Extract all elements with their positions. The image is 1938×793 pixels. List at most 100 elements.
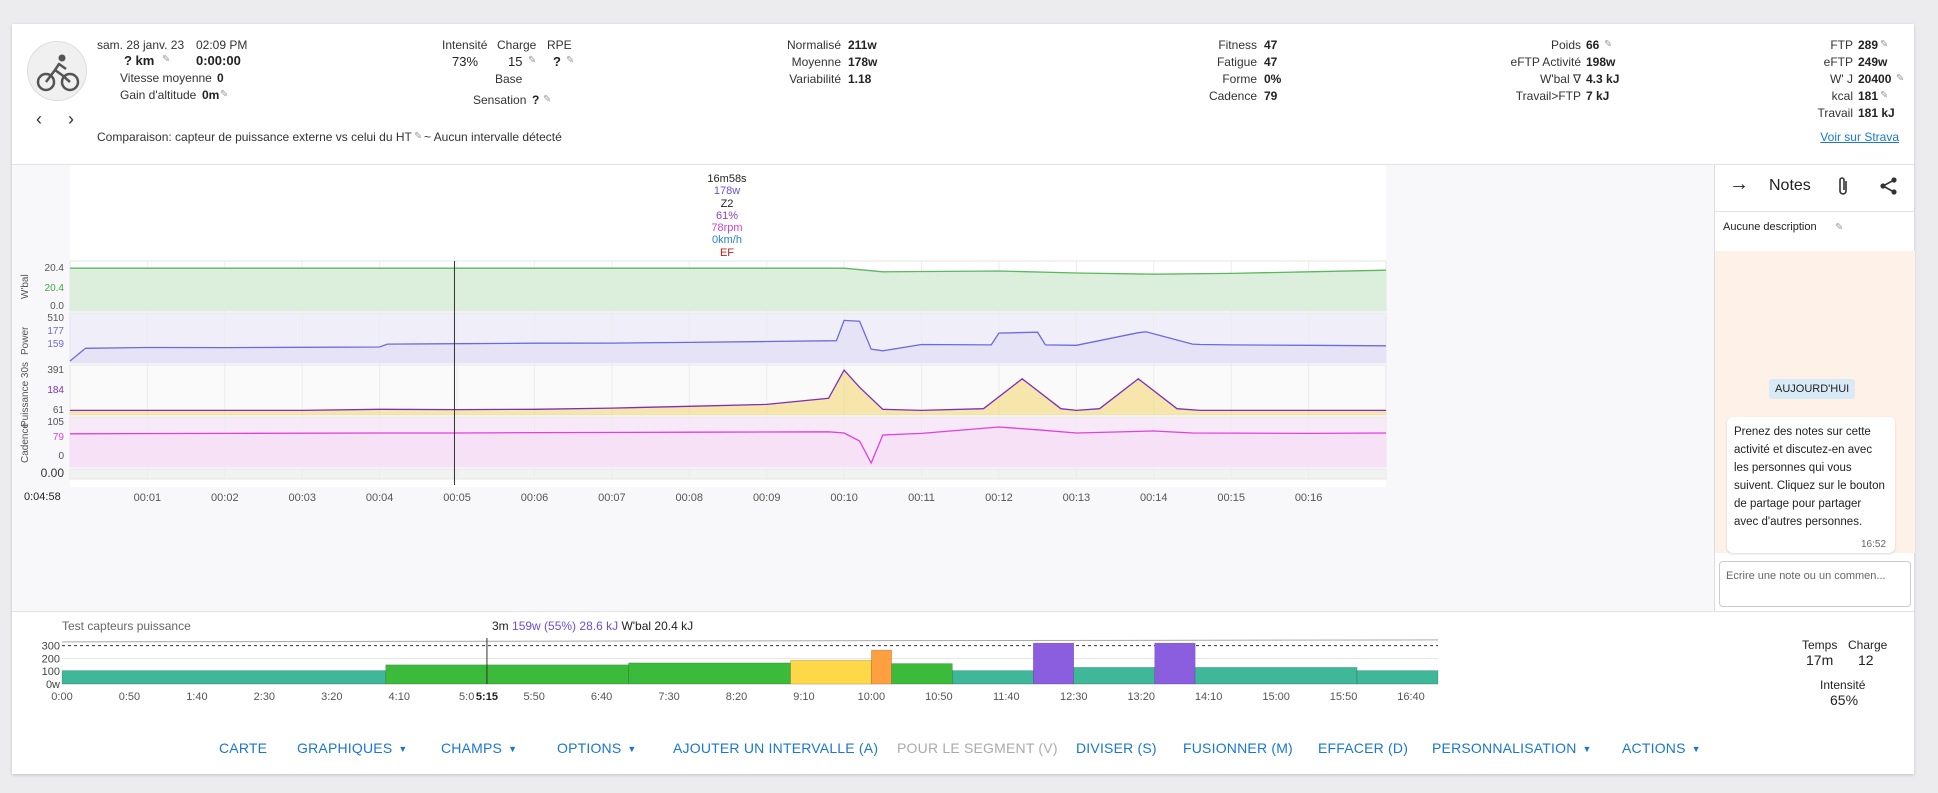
map-button[interactable]: CARTE xyxy=(219,740,268,756)
x-tick-label: 15:00 xyxy=(1262,691,1290,703)
note-input-placeholder: Ecrire une note ou un commen... xyxy=(1726,570,1886,582)
split-button[interactable]: DIVISER (S) xyxy=(1076,740,1157,756)
share-icon[interactable] xyxy=(1879,176,1899,196)
note-input[interactable]: Ecrire une note ou un commen... xyxy=(1719,561,1911,607)
y-tick-label: 105 xyxy=(47,417,64,428)
fields-button[interactable]: CHAMPS ▼ xyxy=(441,740,518,756)
stream-charts[interactable]: 20.4 20.4 0.0 510 177 159 391 184 61 105 79 0 0.00 0… xyxy=(12,165,1714,611)
notes-title: Notes xyxy=(1769,177,1811,194)
wbal-trace xyxy=(61,639,1439,643)
interval-bar[interactable] xyxy=(790,660,872,685)
tooltip-pct: 61% xyxy=(715,209,739,222)
kcal-value[interactable]: 181 xyxy=(1858,89,1879,103)
x-tick-label: 10:00 xyxy=(858,691,886,703)
pencil-icon[interactable]: ✎ xyxy=(566,55,575,66)
interval-bar[interactable] xyxy=(1194,667,1358,685)
customize-button[interactable]: PERSONNALISATION ▼ xyxy=(1432,740,1592,756)
pencil-icon[interactable]: ✎ xyxy=(220,89,229,100)
pencil-icon[interactable]: ✎ xyxy=(162,54,171,65)
interval-bar[interactable] xyxy=(1356,670,1439,685)
series-area xyxy=(70,320,1386,363)
feel-value[interactable]: ? xyxy=(532,93,540,107)
interval-bar[interactable] xyxy=(891,663,953,685)
pencil-icon[interactable]: ✎ xyxy=(1880,39,1889,50)
interval-tooltip-duration: 3m xyxy=(492,619,509,633)
x-tick-label: 2:30 xyxy=(254,691,275,703)
interval-bar[interactable] xyxy=(952,670,1034,685)
chevron-right-icon[interactable]: › xyxy=(68,109,74,129)
tooltip-speed: 0km/h xyxy=(712,234,742,247)
y-tick-label: 300 xyxy=(42,641,60,653)
pencil-icon[interactable]: ✎ xyxy=(1896,73,1905,84)
y-tick-label: 200 xyxy=(42,653,60,665)
pencil-icon[interactable]: ✎ xyxy=(1880,90,1889,101)
work-value: 181 kJ xyxy=(1858,106,1895,120)
tooltip-watts: 178w xyxy=(713,185,741,198)
charts-button[interactable]: GRAPHIQUES ▼ xyxy=(297,740,408,756)
x-tick-label: 16:40 xyxy=(1397,691,1425,703)
load-value[interactable]: 15 xyxy=(508,54,523,69)
activity-date: sam. 28 janv. 23 xyxy=(97,38,185,52)
hover-tooltip: 16m58s 178w Z2 61% 78rpm 0km/h EF xyxy=(702,173,752,259)
pencil-icon[interactable]: ✎ xyxy=(543,94,552,105)
note-bubble-time: 16:52 xyxy=(1861,539,1887,550)
cadence-axis-label: Cadence xyxy=(20,422,31,463)
notes-description[interactable]: Aucune description xyxy=(1723,221,1817,233)
delete-button[interactable]: EFFACER (D) xyxy=(1318,740,1409,756)
add-interval-button[interactable]: AJOUTER UN INTERVALLE (A) xyxy=(673,740,879,756)
cadence-label: Cadence xyxy=(1208,89,1257,103)
y-tick-label: 79 xyxy=(53,432,65,443)
interval-tooltip-energy: 28.6 kJ xyxy=(579,619,619,633)
x-tick-label: 00:10 xyxy=(830,492,858,504)
summary-load-label: Charge xyxy=(1848,638,1888,652)
pencil-icon[interactable]: ✎ xyxy=(1835,222,1844,233)
weight-value[interactable]: 66 xyxy=(1586,38,1600,52)
caret-down-icon: ▼ xyxy=(508,744,518,754)
interval-bar[interactable] xyxy=(1032,642,1075,685)
chevron-left-icon[interactable]: ‹ xyxy=(36,109,42,129)
wprime-value[interactable]: 20400 xyxy=(1858,72,1892,86)
interval-bar[interactable] xyxy=(1154,642,1196,685)
interval-bar[interactable] xyxy=(61,670,387,685)
x-tick-label: 00:04 xyxy=(366,492,394,504)
pencil-icon[interactable]: ✎ xyxy=(1604,39,1613,50)
actions-button[interactable]: ACTIONS ▼ xyxy=(1622,740,1701,756)
elevation-value[interactable]: 0m xyxy=(202,88,220,102)
x-tick-label: 00:13 xyxy=(1063,492,1091,504)
eftp-activity-label: eFTP Activité xyxy=(1510,55,1581,69)
form-label: Forme xyxy=(1222,72,1257,86)
pencil-icon[interactable]: ✎ xyxy=(414,131,423,142)
intervals-note: ~ Aucun intervalle détecté xyxy=(424,130,562,144)
interval-bar[interactable] xyxy=(385,664,629,685)
pencil-icon[interactable]: ✎ xyxy=(528,55,537,66)
segment-button[interactable]: POUR LE SEGMENT (V) xyxy=(897,740,1058,756)
interval-tooltip-power: 159w (55%) xyxy=(512,619,577,633)
interval-bar[interactable] xyxy=(628,662,791,685)
caret-down-icon: ▼ xyxy=(1582,744,1592,754)
y-tick-label: 100 xyxy=(42,666,60,678)
ftp-value[interactable]: 289 xyxy=(1858,38,1879,52)
strava-link[interactable]: Voir sur Strava xyxy=(1820,130,1899,144)
y-tick-label: 0 xyxy=(58,451,64,462)
y-tick-label: 20.4 xyxy=(45,283,65,294)
rpe-value[interactable]: ? xyxy=(553,54,561,69)
arrow-right-icon[interactable]: → xyxy=(1729,173,1749,195)
interval-tooltip: 3m 159w (55%) 28.6 kJ W'bal 20.4 kJ xyxy=(492,619,693,633)
feel-label: Sensation xyxy=(473,93,527,107)
x-tick-label: 00:12 xyxy=(985,492,1013,504)
paperclip-icon[interactable] xyxy=(1835,175,1851,197)
x-tick-label: 3:20 xyxy=(321,691,342,703)
work-ftp-value: 7 kJ xyxy=(1586,89,1610,103)
interval-bar[interactable] xyxy=(871,649,892,685)
comparison-text[interactable]: Comparaison: capteur de puissance extern… xyxy=(97,130,412,144)
interval-bar[interactable] xyxy=(1073,667,1156,685)
x-tick-label: 00:11 xyxy=(908,492,935,504)
activity-time: 02:09 PM xyxy=(196,38,248,52)
options-button[interactable]: OPTIONS ▼ xyxy=(557,740,637,756)
merge-button[interactable]: FUSIONNER (M) xyxy=(1183,740,1293,756)
work-ftp-label: Travail>FTP xyxy=(1515,89,1581,103)
activity-distance[interactable]: ? km xyxy=(124,53,155,68)
y-tick-label: 177 xyxy=(47,326,64,337)
